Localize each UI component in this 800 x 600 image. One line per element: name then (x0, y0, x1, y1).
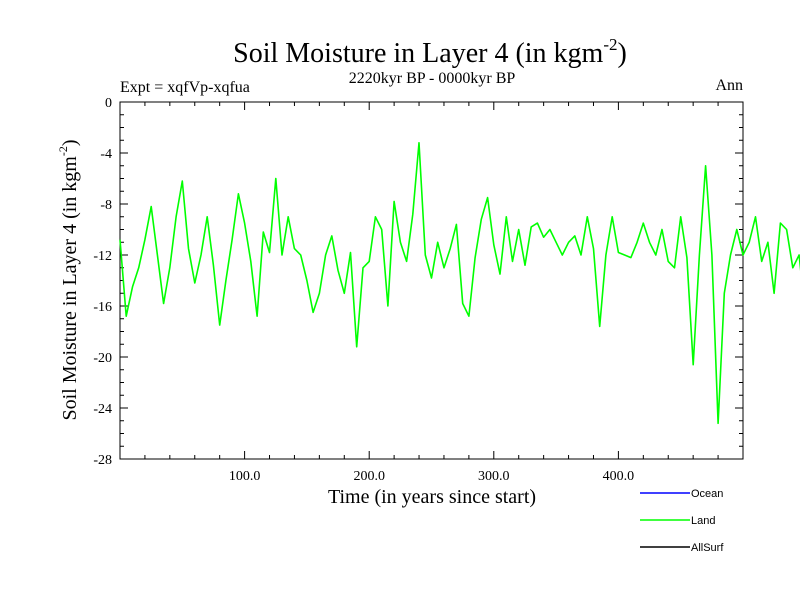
legend-item-allsurf: AllSurf (640, 542, 724, 554)
x-axis-label: Time (in years since start) (328, 486, 536, 508)
y-tick-label: -20 (93, 351, 112, 366)
y-axis-label-close: ) (59, 139, 81, 146)
x-tick-label: 100.0 (229, 469, 261, 484)
chart-title: Soil Moisture in Layer 4 (in kgm-2) (233, 35, 627, 69)
legend: Ocean Land AllSurf (640, 488, 724, 554)
season-label: Ann (715, 77, 743, 94)
chart-title-text: Soil Moisture in Layer 4 (in kgm (233, 38, 603, 69)
y-tick-label: -16 (93, 300, 112, 315)
y-tick-label: -24 (93, 402, 112, 417)
experiment-label: Expt = xqfVp-xqfua (120, 79, 250, 96)
svg-text:Soil Moisture in Layer 4 (in k: Soil Moisture in Layer 4 (in kgm-2) (233, 35, 627, 69)
y-tick-label: -8 (100, 198, 112, 213)
legend-label: Land (691, 515, 715, 527)
x-tick-label: 300.0 (478, 469, 510, 484)
y-tick-label: -12 (93, 249, 112, 264)
y-axis-label: Soil Moisture in Layer 4 (in kgm-2) (56, 139, 81, 420)
series-line-land (119, 142, 800, 425)
y-tick-label: -28 (93, 453, 112, 468)
svg-text:Soil Moisture in Layer 4 (in k: Soil Moisture in Layer 4 (in kgm-2) (56, 139, 81, 420)
legend-item-ocean: Ocean (640, 488, 723, 500)
plot-frame (119, 101, 744, 460)
y-tick-label: -4 (100, 147, 112, 162)
chart-title-superscript: -2 (603, 35, 617, 54)
chart-title-close: ) (618, 38, 627, 69)
x-tick-label: 200.0 (353, 469, 385, 484)
x-axis: 100.0 200.0 300.0 400.0 (144, 102, 719, 484)
y-axis-label-superscript: -2 (56, 146, 70, 156)
y-tick-label: 0 (105, 96, 112, 111)
chart-subtitle: 2220kyr BP - 0000kyr BP (349, 70, 516, 87)
legend-item-land: Land (640, 515, 715, 527)
legend-label: Ocean (691, 488, 723, 500)
y-axis-label-text: Soil Moisture in Layer 4 (in kgm (59, 156, 81, 421)
legend-label: AllSurf (691, 542, 724, 554)
y-axis: 0 -4 -8 -12 -16 -20 -24 -28 (93, 96, 743, 468)
series-layer (119, 142, 800, 425)
x-tick-label: 400.0 (603, 469, 635, 484)
